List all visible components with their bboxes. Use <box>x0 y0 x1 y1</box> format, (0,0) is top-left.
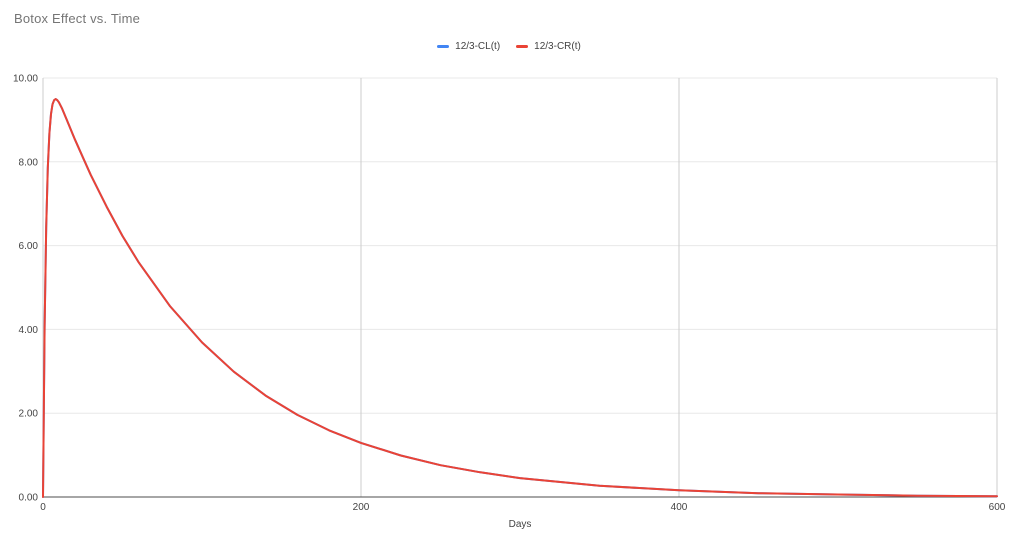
legend-item-0[interactable]: 12/3-CL(t) <box>437 41 500 52</box>
x-axis-tick-label: 600 <box>989 502 1006 513</box>
legend-label: 12/3-CL(t) <box>455 40 501 52</box>
y-axis-tick-label: 4.00 <box>19 325 39 336</box>
x-axis-title: Days <box>508 519 532 530</box>
chart-title: Botox Effect vs. Time <box>14 11 141 26</box>
x-axis-tick-label: 0 <box>40 502 46 513</box>
legend-swatch-icon <box>516 44 529 48</box>
x-axis-tick-label: 400 <box>671 502 688 513</box>
legend-label: 12/3-CR(t) <box>534 40 581 52</box>
legend: 12/3-CL(t) 12/3-CR(t) <box>0 40 1018 52</box>
series-line-0[interactable] <box>42 98 998 498</box>
y-axis-tick-label: 10.00 <box>13 74 38 85</box>
legend-swatch-icon <box>437 44 450 48</box>
series-line-1[interactable] <box>42 98 998 498</box>
y-axis-tick-label: 2.00 <box>19 409 39 420</box>
y-axis-tick-label: 8.00 <box>19 157 39 168</box>
y-axis-tick-label: 6.00 <box>19 241 39 252</box>
y-axis-tick-label: 0.00 <box>19 493 39 504</box>
legend-item-1[interactable]: 12/3-CR(t) <box>516 41 581 52</box>
x-axis-tick-label: 200 <box>353 502 370 513</box>
